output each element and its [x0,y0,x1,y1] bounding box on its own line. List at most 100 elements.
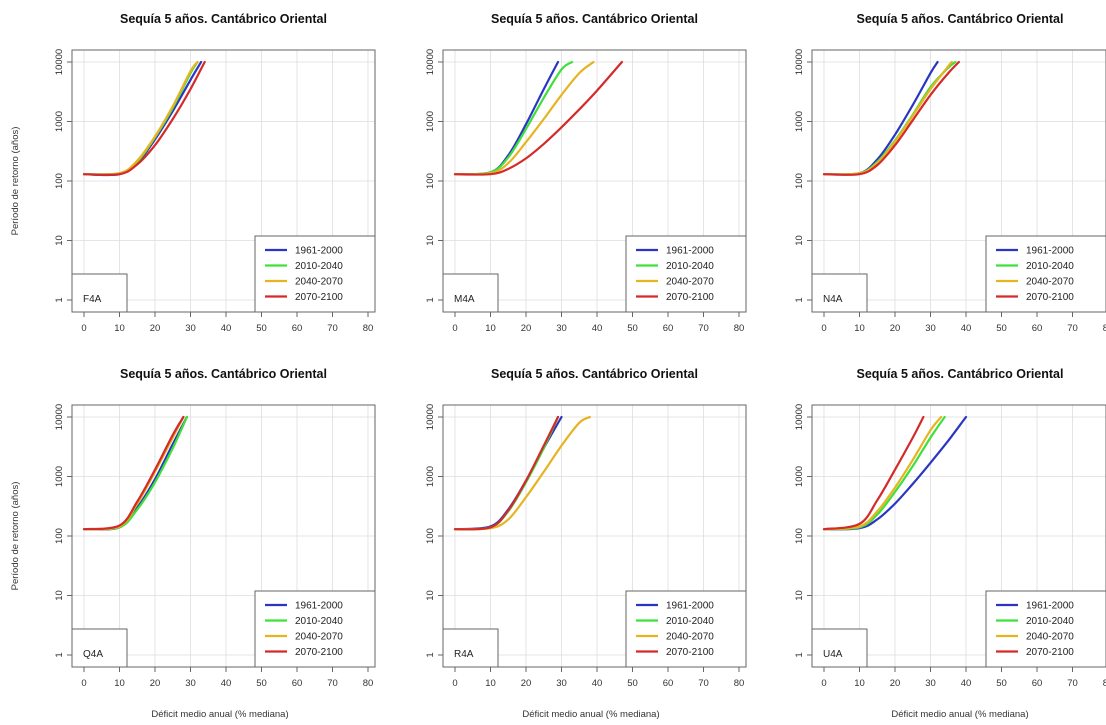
legend: 1961-2000 2010-2040 2040-2070 2070-2100 [254,235,376,313]
series-line-2040-2070 [453,60,595,176]
series-line-2040-2070 [822,415,943,531]
series-group [822,60,960,176]
panel-tag-box [442,273,499,313]
panel-tag-label: F4A [83,294,102,305]
x-tick-label: 20 [890,678,901,689]
series-line-2040-2070 [453,415,591,531]
legend: 1961-2000 2010-2040 2040-2070 2070-2100 [254,590,376,668]
series-line-2070-2100 [822,60,960,176]
series-group [822,415,968,531]
y-tick-label: 100 [54,173,65,189]
legend-label: 2070-2100 [295,292,343,303]
legend-label: 2070-2100 [295,647,343,658]
legend-label: 1961-2000 [1026,601,1074,612]
y-tick-label: 100 [54,528,65,544]
x-tick-label: 20 [521,323,532,334]
x-tick-label: 60 [292,678,303,689]
legend-label: 2040-2070 [666,632,714,643]
y-tick-label: 100 [425,173,436,189]
chart-title: Sequía 5 años. Cantábrico Oriental [856,12,1063,26]
y-tick-label: 100 [794,528,805,544]
chart-panel-Q4A: Sequía 5 años. Cantábrico Oriental 0 10 20 3… [10,367,376,720]
series-line-2070-2100 [822,415,925,531]
panel-tag: M4A [442,273,499,313]
panel-tag-label: N4A [823,294,843,305]
x-tick-label: 70 [1067,323,1078,334]
legend-box [254,235,376,313]
panel-tag-label: Q4A [83,649,103,660]
legend-label: 1961-2000 [666,246,714,257]
series-line-2040-2070 [82,60,199,176]
y-tick-label: 1 [54,652,65,657]
x-tick-label: 80 [734,678,745,689]
chart-title: Sequía 5 años. Cantábrico Oriental [120,367,327,381]
y-tick-label: 10000 [425,49,436,75]
x-tick-label: 30 [185,678,196,689]
y-tick-label: 1000 [794,466,805,487]
y-tick-label: 1 [54,297,65,302]
x-tick-label: 20 [890,323,901,334]
legend-label: 2070-2100 [666,647,714,658]
x-tick-label: 0 [821,678,826,689]
legend-label: 1961-2000 [295,246,343,257]
legend-box [985,235,1106,313]
chart-panel-U4A: Sequía 5 años. Cantábrico Oriental 0 10 20 3… [794,367,1106,720]
y-tick-label: 1000 [54,111,65,132]
x-tick-label: 50 [627,323,638,334]
legend-label: 1961-2000 [1026,246,1074,257]
panel-tag: Q4A [71,628,128,668]
x-tick-label: 20 [521,678,532,689]
panel-tag-label: M4A [454,294,475,305]
series-group [453,415,591,531]
y-tick-label: 1 [425,652,436,657]
x-tick-label: 70 [1067,678,1078,689]
x-tick-label: 30 [925,323,936,334]
legend-label: 2040-2070 [295,277,343,288]
legend-label: 2070-2100 [1026,647,1074,658]
x-tick-label: 70 [327,323,338,334]
series-line-2070-2100 [453,415,560,531]
series-line-1961-2000 [453,60,560,176]
x-tick-label: 30 [925,678,936,689]
gridlines [812,405,1106,667]
y-tick-label: 10000 [54,49,65,75]
x-tick-label: 40 [592,678,603,689]
y-tick-label: 1000 [425,111,436,132]
panel-tag-box [811,628,868,668]
y-tick-label: 1 [794,297,805,302]
x-axis-label: Déficit medio anual (% mediana) [522,709,659,720]
x-tick-label: 0 [81,678,86,689]
y-tick-label: 1 [425,297,436,302]
x-tick-label: 40 [221,323,232,334]
y-tick-label: 1000 [794,111,805,132]
y-tick-label: 10000 [54,404,65,430]
legend-label: 2070-2100 [666,292,714,303]
legend-box [254,590,376,668]
series-line-2010-2040 [822,60,957,176]
legend: 1961-2000 2010-2040 2040-2070 2070-2100 [985,235,1106,313]
x-tick-label: 80 [1103,678,1106,689]
x-tick-label: 50 [256,678,267,689]
panel-tag-box [71,628,128,668]
series-group [82,60,206,177]
x-tick-label: 30 [556,678,567,689]
chart-title: Sequía 5 años. Cantábrico Oriental [491,367,698,381]
y-tick-label: 100 [794,173,805,189]
x-tick-label: 50 [256,323,267,334]
x-tick-label: 60 [292,323,303,334]
panel-tag: R4A [442,628,499,668]
series-line-2010-2040 [82,415,188,531]
y-tick-label: 1000 [425,466,436,487]
y-axis-label: Período de retorno (años) [10,482,21,591]
legend-label: 2010-2040 [1026,261,1074,272]
legend-label: 2010-2040 [666,261,714,272]
x-tick-label: 50 [996,323,1007,334]
series-line-2070-2100 [453,60,623,176]
x-tick-label: 80 [363,323,374,334]
chart-panel-N4A: Sequía 5 años. Cantábrico Oriental 0 10 20 3… [794,12,1106,334]
y-tick-label: 10000 [794,404,805,430]
series-line-2070-2100 [82,415,185,531]
x-tick-label: 80 [1103,323,1106,334]
y-tick-label: 10000 [425,404,436,430]
